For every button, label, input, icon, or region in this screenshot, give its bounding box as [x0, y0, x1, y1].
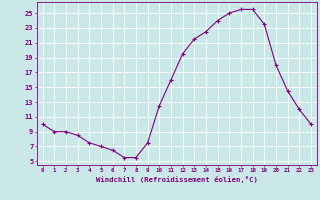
X-axis label: Windchill (Refroidissement éolien,°C): Windchill (Refroidissement éolien,°C) — [96, 176, 258, 183]
